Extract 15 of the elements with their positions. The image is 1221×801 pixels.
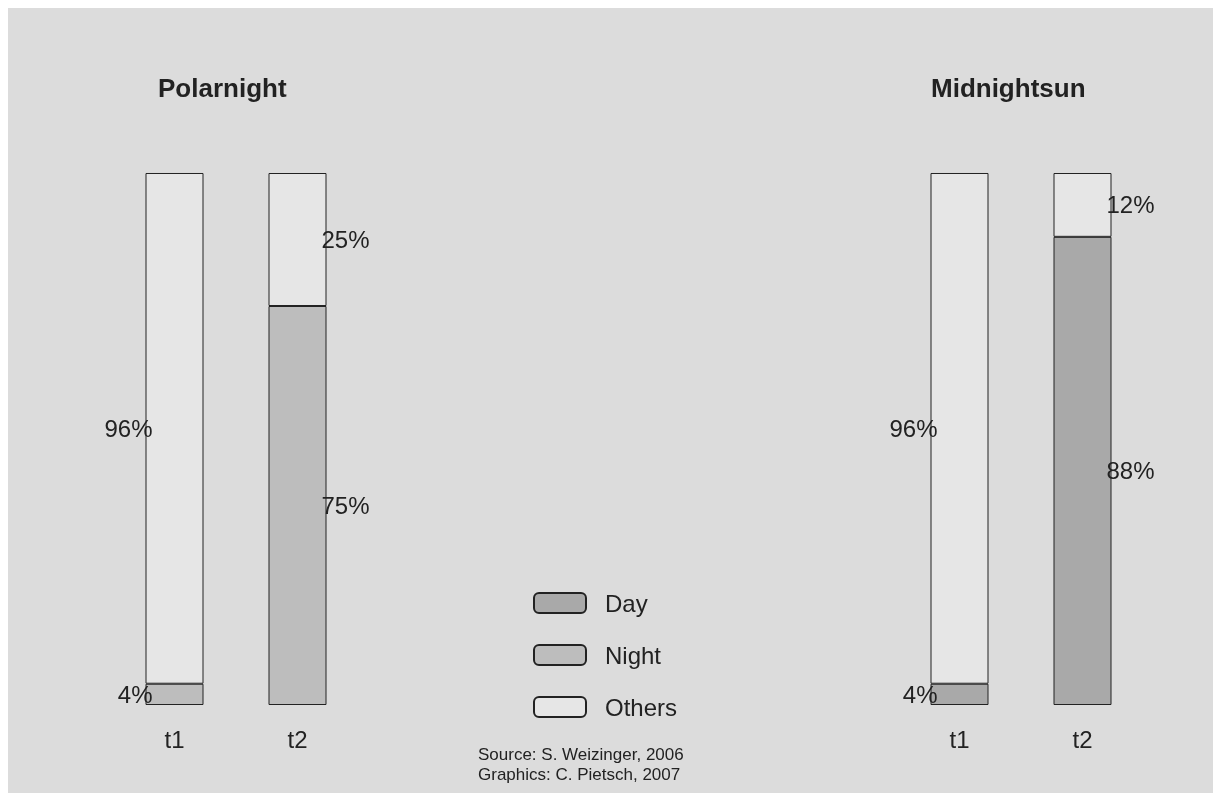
- chart-title: Polarnight: [158, 73, 287, 103]
- data-label: 96%: [104, 414, 153, 442]
- data-label: 96%: [889, 414, 938, 442]
- legend-label: Night: [605, 641, 662, 669]
- data-label: 12%: [1106, 191, 1155, 219]
- chart-title: Midnightsun: [931, 73, 1086, 103]
- x-tick-label: t2: [287, 725, 308, 753]
- legend-label: Others: [605, 693, 678, 721]
- text: Graphics: C. Pietsch, 2007: [478, 765, 681, 784]
- source-note: Source: S. Weizinger, 2006: [478, 745, 684, 764]
- x-tick-label: t1: [164, 725, 185, 753]
- x-tick-label: t1: [949, 725, 970, 753]
- x-tick-label: t2: [1072, 725, 1093, 753]
- data-label: 25%: [321, 226, 370, 253]
- legend-label: Day: [605, 589, 648, 617]
